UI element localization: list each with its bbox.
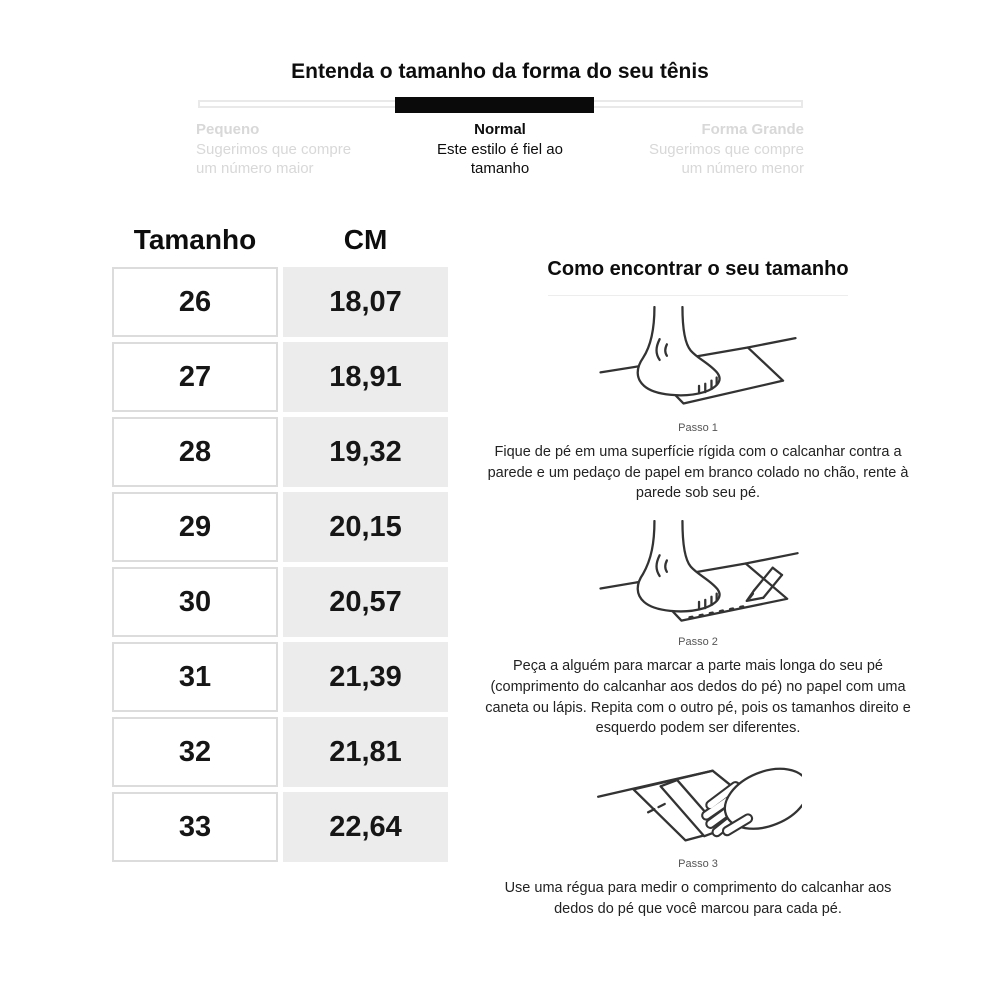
fit-guide-section: Entenda o tamanho da forma do seu tênis … — [0, 60, 1000, 179]
size-cell: 31 — [112, 642, 278, 712]
cm-cell: 18,91 — [283, 342, 448, 412]
how-to-section: Como encontrar o seu tamanho Passo 1 Fiq… — [483, 258, 913, 920]
size-cell: 28 — [112, 417, 278, 487]
fit-scale-labels: Pequeno Sugerimos que compre um número m… — [196, 120, 804, 179]
cm-cell: 21,81 — [283, 717, 448, 787]
fit-scale-track — [197, 97, 803, 113]
table-row: 30 20,57 — [112, 567, 448, 637]
cm-cell: 19,32 — [283, 417, 448, 487]
column-header-cm: CM — [343, 224, 388, 255]
fit-option-description: Este estilo é fiel ao tamanho — [437, 140, 563, 178]
fit-guide-title: Entenda o tamanho da forma do seu tênis — [291, 60, 709, 83]
table-row: 32 21,81 — [112, 717, 448, 787]
step-2: Passo 2 Peça a alguém para marcar a part… — [483, 520, 913, 739]
step-text: Fique de pé em uma superfície rígida com… — [487, 444, 909, 502]
fit-option-normal: Normal Este estilo é fiel ao tamanho — [399, 120, 602, 179]
step-label: Passo 3 — [678, 858, 718, 871]
size-cell: 33 — [112, 792, 278, 862]
fit-option-pequeno: Pequeno Sugerimos que compre um número m… — [196, 120, 399, 179]
fit-option-description: Sugerimos que compre um número menor — [648, 140, 805, 178]
table-row: 26 18,07 — [112, 267, 448, 337]
size-cell: 32 — [112, 717, 278, 787]
size-cell: 27 — [112, 342, 278, 412]
cm-cell: 21,39 — [283, 642, 448, 712]
step-1: Passo 1 Fique de pé em uma superfície rí… — [483, 306, 913, 504]
fit-option-name: Forma Grande — [701, 121, 805, 138]
table-row: 29 20,15 — [112, 492, 448, 562]
column-header-tamanho: Tamanho — [133, 224, 257, 255]
table-row: 27 18,91 — [112, 342, 448, 412]
size-table-header: Tamanho CM — [112, 222, 448, 258]
table-row: 31 21,39 — [112, 642, 448, 712]
foot-on-paper-icon — [599, 306, 797, 405]
size-table-body: 26 18,07 27 18,91 28 19,32 29 20,15 30 2… — [112, 267, 448, 862]
fit-option-name: Pequeno — [196, 121, 260, 138]
step-label: Passo 2 — [678, 636, 718, 649]
fit-option-name: Normal — [474, 121, 526, 138]
step-label: Passo 1 — [678, 422, 718, 434]
size-cell: 30 — [112, 567, 278, 637]
hand-ruler-icon — [597, 767, 802, 842]
size-cell: 29 — [112, 492, 278, 562]
cm-cell: 22,64 — [283, 792, 448, 862]
table-row: 33 22,64 — [112, 792, 448, 862]
fit-option-description: Sugerimos que compre um número maior — [196, 140, 352, 178]
fit-option-forma-grande: Forma Grande Sugerimos que compre um núm… — [601, 120, 804, 179]
cm-cell: 18,07 — [283, 267, 448, 337]
step-text: Peça a alguém para marcar a parte mais l… — [485, 658, 911, 737]
foot-marking-pencil-icon — [599, 520, 799, 622]
size-cell: 26 — [112, 267, 278, 337]
size-table: Tamanho CM 26 18,07 27 18,91 28 19,32 29… — [112, 222, 448, 862]
how-to-title: Como encontrar o seu tamanho — [547, 258, 849, 280]
table-row: 28 19,32 — [112, 417, 448, 487]
step-text: Use uma régua para medir o comprimento d… — [504, 880, 892, 917]
cm-cell: 20,57 — [283, 567, 448, 637]
cm-cell: 20,15 — [283, 492, 448, 562]
step-3: Passo 3 Use uma régua para medir o compr… — [483, 755, 913, 919]
fit-scale-selected-segment — [394, 97, 594, 113]
divider — [548, 295, 848, 296]
